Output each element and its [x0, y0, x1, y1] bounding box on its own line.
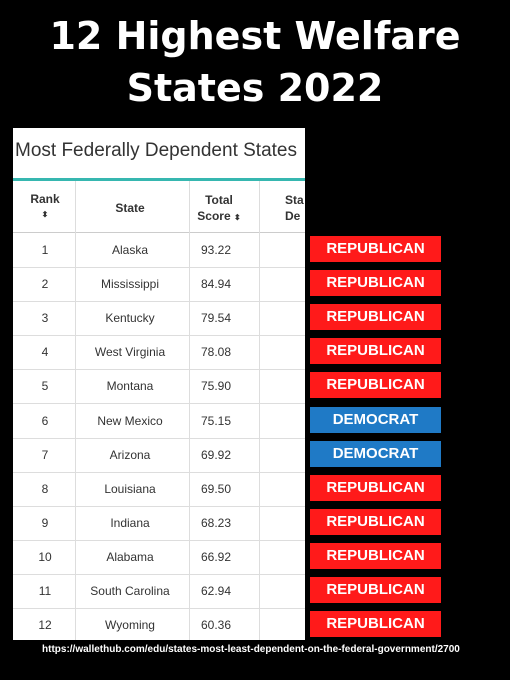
state-cell: New Mexico	[97, 413, 163, 428]
header-score-line1: Total	[205, 193, 233, 207]
rank-cell: 6	[41, 413, 49, 428]
republican-badge: REPUBLICAN	[310, 474, 441, 501]
table-row: 5 Montana 75.90	[13, 369, 305, 405]
score-cell: 60.36	[200, 618, 232, 633]
rank-cell: 2	[41, 277, 49, 292]
rank-cell: 12	[38, 618, 52, 633]
rank-cell: 8	[41, 481, 49, 496]
table-row: 4 West Virginia 78.08	[13, 335, 305, 371]
state-cell: Indiana	[110, 515, 150, 530]
header-rank-label: Rank	[30, 192, 60, 206]
header-col4-line2: De	[285, 209, 301, 223]
table-row: 3 Kentucky 79.54	[13, 301, 305, 337]
state-cell: Kentucky	[105, 311, 155, 326]
column-divider	[259, 181, 260, 640]
state-cell: Wyoming	[105, 618, 155, 633]
table-row: 11 South Carolina 62.94	[13, 574, 305, 609]
score-cell: 68.23	[200, 515, 232, 530]
page-title: 12 Highest Welfare States 2022	[0, 10, 510, 114]
state-cell: Alabama	[106, 549, 154, 564]
republican-badge: REPUBLICAN	[310, 236, 441, 262]
rank-cell: 9	[41, 515, 49, 530]
table-row: 9 Indiana 68.23	[13, 506, 305, 541]
rank-cell: 7	[41, 447, 49, 462]
score-cell: 79.54	[200, 311, 232, 326]
republican-badge: REPUBLICAN	[310, 372, 441, 399]
header-score[interactable]: Total Score ⬍	[193, 192, 245, 226]
republican-badge: REPUBLICAN	[310, 542, 441, 569]
column-divider	[189, 181, 190, 640]
republican-badge: REPUBLICAN	[310, 577, 441, 603]
state-cell: Montana	[106, 379, 154, 394]
score-cell: 84.94	[200, 277, 232, 292]
card-title: Most Federally Dependent States	[15, 140, 297, 161]
score-cell: 75.15	[200, 413, 232, 428]
header-divider	[13, 232, 305, 233]
table-row: 1 Alaska 93.22	[13, 233, 305, 268]
table-row: 6 New Mexico 75.15	[13, 404, 305, 439]
republican-badge: REPUBLICAN	[310, 304, 441, 331]
header-rank[interactable]: Rank ⬍	[27, 191, 63, 223]
header-state: State	[115, 201, 145, 215]
rank-cell: 3	[41, 311, 49, 326]
state-cell: Louisiana	[104, 481, 156, 496]
table-row: 2 Mississippi 84.94	[13, 267, 305, 303]
republican-badge: REPUBLICAN	[310, 508, 441, 535]
rank-cell: 4	[41, 345, 49, 360]
title-line-2: States 2022	[126, 66, 384, 110]
republican-badge: REPUBLICAN	[310, 338, 441, 365]
score-cell: 75.90	[200, 379, 232, 394]
state-cell: Alaska	[111, 243, 149, 257]
score-cell: 62.94	[200, 584, 232, 598]
state-cell: Mississippi	[100, 277, 159, 292]
table-row: 12 Wyoming 60.36	[13, 608, 305, 640]
header-col4: Sta De	[285, 192, 305, 224]
title-line-1: 12 Highest Welfare	[49, 14, 461, 58]
sort-arrow-icon[interactable]: ⬍	[234, 213, 241, 222]
republican-badge: REPUBLICAN	[310, 611, 441, 638]
score-cell: 66.92	[200, 549, 232, 564]
democrat-badge: DEMOCRAT	[310, 440, 441, 467]
score-cell: 78.08	[200, 345, 232, 360]
header-score-line2: Score	[197, 209, 231, 223]
score-cell: 69.50	[200, 481, 232, 496]
democrat-badge: DEMOCRAT	[310, 406, 441, 433]
rank-cell: 11	[38, 584, 52, 598]
header-col4-line1: Sta	[285, 193, 304, 207]
table-row: 10 Alabama 66.92	[13, 540, 305, 575]
score-cell: 69.92	[200, 447, 232, 462]
score-cell: 93.22	[200, 243, 232, 257]
rank-cell: 5	[41, 379, 49, 394]
state-cell: South Carolina	[90, 584, 170, 598]
table-card: Most Federally Dependent States Rank ⬍ S…	[13, 128, 305, 640]
republican-badge: REPUBLICAN	[310, 270, 441, 297]
state-cell: Arizona	[109, 447, 151, 462]
table-row: 7 Arizona 69.92	[13, 438, 305, 473]
sort-arrow-icon[interactable]: ⬍	[41, 210, 49, 219]
column-divider	[75, 181, 76, 640]
accent-divider	[13, 178, 305, 181]
state-cell: West Virginia	[94, 345, 166, 360]
rank-cell: 10	[38, 549, 52, 564]
table-row: 8 Louisiana 69.50	[13, 472, 305, 507]
rank-cell: 1	[41, 243, 49, 257]
source-url: https://wallethub.com/edu/states-most-le…	[42, 644, 460, 655]
table-header: Rank ⬍ State Total Score ⬍ Sta De	[13, 181, 305, 232]
